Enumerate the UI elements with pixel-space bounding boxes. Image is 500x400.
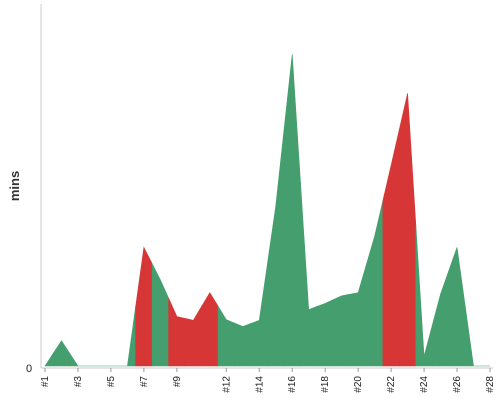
x-tick-label-n20: #20	[353, 376, 364, 393]
area-layer	[44, 54, 490, 367]
area-segment-n20	[349, 264, 367, 367]
x-tick-label-n24: #24	[419, 376, 430, 393]
area-segment-n12	[217, 305, 235, 367]
x-tick-label-n12: #12	[221, 376, 232, 393]
area-segment-n22	[382, 129, 400, 367]
area-segment-n21	[366, 200, 384, 367]
x-tick-label-n14: #14	[254, 376, 265, 393]
area-segment-n18	[316, 299, 334, 367]
x-tick-label-n18: #18	[320, 376, 331, 393]
x-tick-label-n1: #1	[40, 376, 51, 388]
x-tick-label-n5: #5	[106, 376, 117, 388]
area-segment-n27	[464, 306, 482, 367]
area-segment-n13	[234, 322, 252, 367]
area-segment-n10	[184, 305, 202, 367]
x-tick-layer: #1 #3 #5 #7 #9 #12 #14 #16 #18 #20 #22 #24 #26 #28	[40, 368, 496, 393]
y-axis-label: mins	[7, 171, 22, 201]
x-tick-label-n3: #3	[73, 376, 84, 388]
area-segment-n1	[44, 352, 54, 367]
x-tick-label-n7: #7	[139, 376, 150, 388]
area-segment-n16	[283, 54, 301, 367]
axes-layer	[40, 4, 493, 369]
x-tick-label-n28: #28	[485, 376, 496, 393]
area-segment-n7	[135, 246, 153, 367]
area-segment-n3	[69, 352, 87, 367]
x-tick-label-n26: #26	[452, 376, 463, 393]
area-segment-n6	[119, 306, 136, 367]
area-segment-n15	[267, 130, 285, 367]
x-tick-label-n9: #9	[172, 376, 183, 388]
area-segment-n24	[415, 224, 433, 367]
area-segment-n2	[52, 340, 71, 367]
area-segment-n19	[333, 293, 351, 367]
area-segment-n25	[432, 270, 450, 367]
area-segment-n11	[201, 292, 219, 367]
area-segment-n26	[448, 247, 466, 367]
area-segment-n23	[399, 93, 417, 367]
area-segment-n14	[250, 263, 268, 367]
area-segment-n17	[300, 181, 318, 367]
x-tick-label-n16: #16	[287, 376, 298, 393]
area-segment-n8	[151, 263, 169, 367]
y-tick-label-zero: 0	[26, 363, 32, 375]
area-segment-n9	[168, 298, 186, 367]
x-tick-label-n22: #22	[386, 376, 397, 393]
